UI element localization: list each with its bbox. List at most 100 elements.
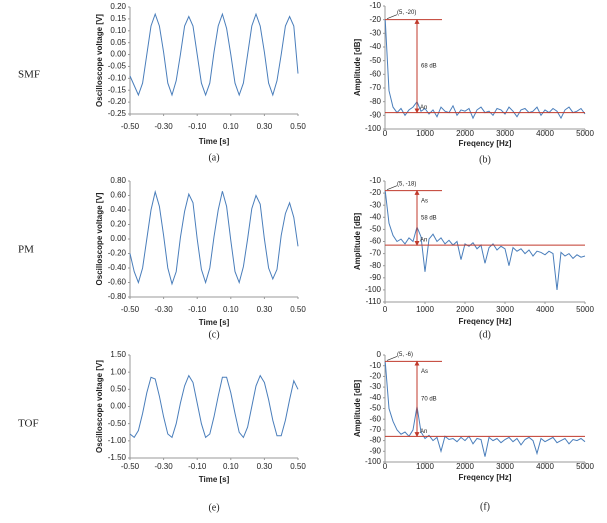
row-label: TOF	[18, 418, 39, 430]
x-tick-label: -0.10	[188, 462, 207, 471]
y-tick-label: -0.20	[108, 249, 127, 258]
y-tick-label: 0.00	[110, 402, 126, 411]
x-tick-label: 0.10	[223, 462, 239, 471]
x-tick-label: -0.50	[121, 305, 140, 314]
y-tick-label: -90	[369, 273, 381, 282]
row-label: PM	[18, 244, 34, 256]
x-tick-label: 0.10	[223, 122, 239, 131]
x-tick-label: 1000	[416, 305, 434, 314]
y-tick-label: -0.10	[108, 73, 127, 82]
x-axis-label: Time [s]	[199, 318, 230, 327]
y-tick-label: -0.40	[108, 263, 127, 272]
y-tick-label: -100	[365, 285, 382, 294]
y-tick-label: -90	[369, 446, 381, 455]
y-tick-label: -30	[369, 382, 381, 391]
x-axis-label: Time [s]	[199, 137, 230, 146]
y-axis-label: Oscilloscope voltage [V]	[95, 192, 104, 285]
y-tick-label: 0	[377, 350, 382, 359]
y-tick-label: -30	[369, 28, 381, 37]
x-axis-label: Time [s]	[199, 475, 230, 484]
y-tick-label: -70	[369, 83, 381, 92]
y-axis-label: Amplitude [dB]	[353, 213, 362, 271]
x-tick-label: 0.30	[257, 122, 273, 131]
x-tick-label: -0.50	[121, 122, 140, 131]
y-tick-label: -80	[369, 97, 381, 106]
signal-line	[129, 374, 299, 439]
y-tick-label: 0.00	[110, 50, 126, 59]
y-tick-label: -0.20	[108, 97, 127, 106]
x-tick-label: 2000	[456, 305, 474, 314]
signal-line	[129, 189, 299, 286]
y-tick-label: -40	[369, 212, 381, 221]
y-tick-label: 0.50	[110, 384, 126, 393]
y-tick-label: -0.80	[108, 292, 127, 301]
y-tick-label: -70	[369, 249, 381, 258]
y-tick-label: -80	[369, 261, 381, 270]
x-axis-label: Freqency [Hz]	[459, 139, 512, 148]
y-tick-label: -50	[369, 225, 381, 234]
y-tick-label: -90	[369, 110, 381, 119]
y-tick-label: 0.10	[110, 26, 126, 35]
gap-label: 58 dB	[421, 215, 437, 221]
y-tick-label: -60	[369, 237, 381, 246]
y-tick-label: -20	[369, 372, 381, 381]
y-tick-label: -0.50	[108, 419, 127, 428]
y-tick-label: -50	[369, 404, 381, 413]
y-tick-label: 0.20	[110, 220, 126, 229]
row-label: SMF	[18, 69, 40, 81]
y-tick-label: -10	[369, 1, 381, 10]
y-tick-label: 0.80	[110, 176, 126, 185]
y-tick-label: -40	[369, 393, 381, 402]
y-tick-label: -70	[369, 425, 381, 434]
x-tick-label: 0	[383, 305, 388, 314]
x-tick-label: -0.10	[188, 305, 207, 314]
y-tick-label: 0.15	[110, 14, 126, 23]
y-axis-label: Amplitude [dB]	[353, 380, 362, 438]
x-axis-label: Freqency [Hz]	[459, 473, 512, 482]
signal-line	[384, 19, 586, 120]
y-tick-label: 0.20	[110, 2, 126, 11]
y-tick-label: 0.40	[110, 205, 126, 214]
y-tick-label: -20	[369, 188, 381, 197]
gap-label: 70 dB	[421, 396, 437, 402]
x-tick-label: 3000	[496, 305, 514, 314]
x-tick-label: 2000	[456, 462, 474, 471]
noise-label: An	[420, 429, 427, 435]
x-tick-label: -0.30	[154, 122, 173, 131]
y-tick-label: -110	[366, 297, 382, 306]
signal-label: As	[421, 369, 428, 375]
caption: (b)	[479, 154, 491, 165]
gap-label: 68 dB	[421, 64, 437, 70]
caption: (f)	[480, 501, 490, 512]
x-tick-label: 2000	[456, 129, 474, 138]
x-tick-label: 0.10	[223, 305, 239, 314]
y-axis-label: Oscilloscope voltage [V]	[95, 360, 104, 453]
x-tick-label: 5000	[576, 462, 594, 471]
y-axis-label: Amplitude [dB]	[353, 39, 362, 97]
x-tick-label: 1000	[416, 129, 434, 138]
x-tick-label: 0.30	[257, 462, 273, 471]
y-tick-label: -40	[369, 42, 381, 51]
x-tick-label: 0	[383, 462, 388, 471]
y-tick-label: -60	[369, 69, 381, 78]
x-tick-label: 0.50	[290, 462, 306, 471]
x-tick-label: 3000	[496, 129, 514, 138]
y-tick-label: 0.05	[110, 38, 126, 47]
y-tick-label: 0.60	[110, 191, 126, 200]
y-tick-label: -1.50	[108, 453, 127, 462]
caption: (d)	[479, 329, 491, 340]
caption: (e)	[208, 502, 219, 513]
signal-line	[384, 190, 586, 290]
y-tick-label: -10	[369, 176, 381, 185]
y-tick-label: -0.15	[108, 85, 127, 94]
x-tick-label: 5000	[576, 129, 594, 138]
x-tick-label: 0.30	[257, 305, 273, 314]
y-tick-label: -100	[365, 457, 382, 466]
x-tick-label: -0.30	[154, 462, 173, 471]
signal-line	[129, 12, 299, 97]
x-axis-label: Freqency [Hz]	[459, 317, 512, 326]
y-tick-label: -80	[369, 436, 381, 445]
peak-pointer	[386, 356, 398, 361]
x-tick-label: 4000	[536, 129, 554, 138]
